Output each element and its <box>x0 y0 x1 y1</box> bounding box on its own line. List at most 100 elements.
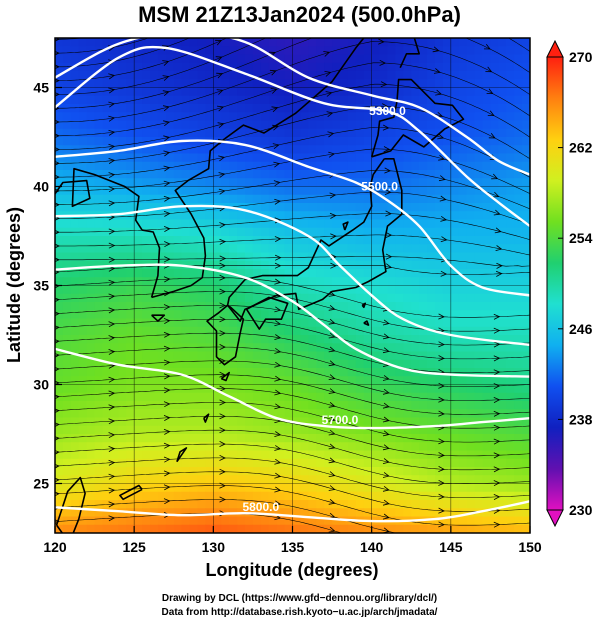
height-contour <box>55 38 530 176</box>
streamline <box>55 332 530 374</box>
streamline-arrow <box>162 45 170 51</box>
streamline <box>55 485 530 526</box>
streamline-arrow <box>384 167 392 174</box>
streamline <box>55 38 530 95</box>
streamline-arrow <box>438 521 445 528</box>
streamline-arrow <box>325 91 333 97</box>
streamline <box>55 416 530 457</box>
colorbar-tick-label: 230 <box>569 502 593 518</box>
streamline-arrow <box>164 256 171 263</box>
streamline-arrow <box>162 16 168 21</box>
streamline-arrow <box>216 72 224 79</box>
streamline-arrow <box>163 359 171 366</box>
streamline-arrow <box>385 210 392 217</box>
streamline-arrow <box>108 459 116 466</box>
streamline-arrow <box>219 357 226 364</box>
streamline-arrow <box>328 332 336 339</box>
streamline-arrow <box>328 374 336 380</box>
streamline-arrow <box>108 228 116 235</box>
streamline-arrow <box>108 115 116 122</box>
streamline-arrow <box>215 39 223 46</box>
streamline-arrow <box>108 404 116 411</box>
height-contour <box>55 139 530 297</box>
credit-drawing: Drawing by DCL (https://www.gfd−dennou.o… <box>161 593 438 604</box>
streamline-arrow <box>219 468 226 475</box>
colorbar-max-arrow <box>546 39 564 58</box>
streamline-arrow <box>440 236 448 243</box>
streamline-arrow <box>493 383 501 390</box>
streamline-arrow <box>219 288 226 295</box>
streamline-arrow <box>218 172 226 178</box>
streamline-arrow <box>382 319 390 326</box>
streamline-arrow <box>493 452 501 459</box>
streamline-arrow <box>163 150 171 157</box>
streamlines <box>53 0 545 533</box>
streamline-arrow <box>108 390 116 397</box>
streamline-arrow <box>108 321 116 328</box>
streamline-arrow <box>53 9 59 14</box>
coastline-segment <box>206 304 245 366</box>
streamline-arrow <box>163 456 171 463</box>
streamline-arrow <box>327 131 335 138</box>
coastline-segment <box>220 371 230 382</box>
colorbar: 230 238 246 254 262 270 <box>546 39 593 528</box>
streamline <box>55 277 530 318</box>
streamline-arrow <box>375 0 381 1</box>
streamline-arrow <box>380 81 388 88</box>
streamline-arrow <box>328 471 336 477</box>
coastline-segment <box>55 476 86 533</box>
streamline-arrow <box>219 302 226 309</box>
streamline-arrow <box>274 361 282 368</box>
streamline-arrow <box>163 135 171 142</box>
streamline-arrow <box>267 16 273 21</box>
streamline-arrow <box>162 31 168 36</box>
streamline-arrow <box>330 233 337 240</box>
streamline-arrow <box>493 327 501 334</box>
streamline-arrow <box>382 375 390 381</box>
streamline-arrow <box>274 347 282 354</box>
streamline-arrow <box>493 494 501 500</box>
streamline-arrow <box>438 154 446 161</box>
streamline-arrow <box>486 88 494 95</box>
streamline-arrow <box>219 413 226 420</box>
streamline-arrow <box>273 161 281 168</box>
streamline-arrow <box>163 387 171 394</box>
streamline-arrow <box>164 241 171 248</box>
streamline <box>55 471 530 512</box>
streamline-arrow <box>382 347 390 354</box>
streamline-arrow <box>108 473 116 480</box>
streamline-arrow <box>108 501 116 508</box>
streamline <box>55 105 530 164</box>
streamline-arrow <box>440 270 448 277</box>
streamline-arrow <box>487 110 495 117</box>
streamline-arrow <box>493 355 501 362</box>
streamline-arrow <box>539 163 545 168</box>
streamline-arrow <box>382 388 390 395</box>
streamline-arrow <box>274 236 282 242</box>
contour-label: 5500.0 <box>361 180 398 194</box>
x-tick-label: 130 <box>202 539 226 555</box>
streamline-arrow <box>219 371 226 378</box>
streamline-arrow <box>163 120 171 127</box>
y-tick-label: 25 <box>33 476 49 492</box>
colorbar-ramp <box>546 56 564 511</box>
streamline-arrow <box>385 232 393 238</box>
streamline <box>55 213 530 240</box>
streamline-arrow <box>266 0 272 3</box>
streamline-arrow <box>438 452 445 459</box>
coastline-segment <box>363 320 370 326</box>
streamline-arrow <box>270 88 278 94</box>
streamline-arrow <box>438 313 445 320</box>
streamline-arrow <box>382 444 390 451</box>
streamline-arrow <box>493 209 501 216</box>
streamline-arrow <box>488 132 496 139</box>
streamline <box>55 191 530 225</box>
streamline-arrow <box>328 498 336 505</box>
streamline-arrow <box>215 24 221 29</box>
coastline-segment <box>361 302 367 309</box>
streamline-arrow <box>163 331 171 338</box>
streamline <box>55 305 530 346</box>
streamline-arrow <box>217 105 225 112</box>
streamline-arrow <box>108 242 116 249</box>
x-tick-label: 125 <box>122 539 146 555</box>
